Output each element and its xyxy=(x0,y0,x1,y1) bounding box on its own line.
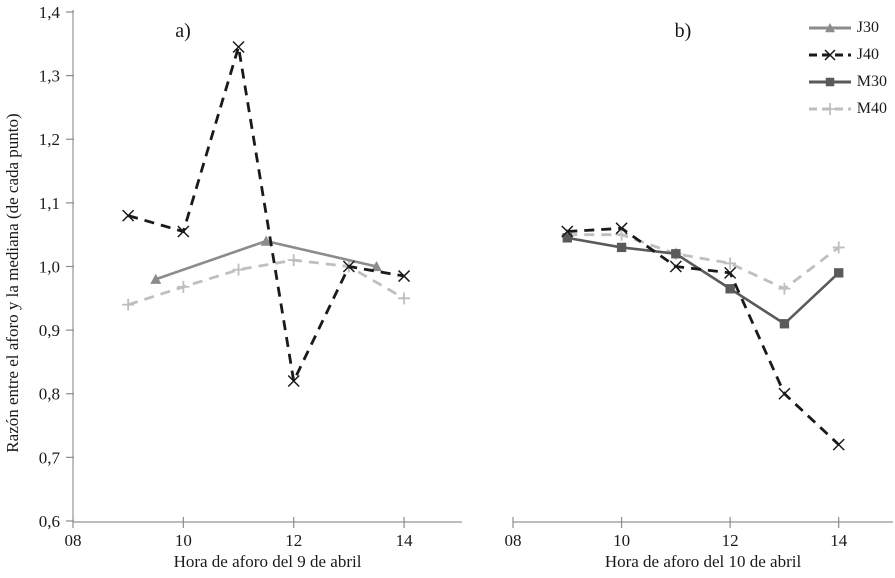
series-M40-marker xyxy=(122,298,135,311)
series-J40-marker xyxy=(724,266,737,279)
tick-label: 12 xyxy=(722,531,739,550)
series-M30-marker xyxy=(834,268,844,278)
series-M30-marker xyxy=(616,242,627,253)
legend-label: J40 xyxy=(856,46,879,63)
legend-item-M40: M40 xyxy=(808,99,887,118)
legend-marker-plus xyxy=(823,102,836,115)
legend-item-J30: J30 xyxy=(808,18,887,37)
series-J40-line xyxy=(567,226,840,446)
series-J40-marker xyxy=(122,209,135,222)
legend-marker-x xyxy=(824,48,836,61)
tick-label: 1,1 xyxy=(39,194,60,213)
series-J40-marker xyxy=(398,270,411,283)
series-M40-marker xyxy=(778,282,791,295)
series-M40-line xyxy=(567,233,840,291)
legend-swatch-J40 xyxy=(808,48,851,61)
series-J40-marker xyxy=(778,387,791,400)
legend: J30 J40 M30 M40 xyxy=(808,18,887,118)
series-M40-line xyxy=(127,258,405,307)
tick-label: 14 xyxy=(830,531,848,550)
legend-label: M30 xyxy=(856,73,887,90)
series-M40-marker xyxy=(832,241,845,254)
series-J40-marker xyxy=(232,40,245,54)
y-axis-title: Razón entre el aforo y la mediana (de ca… xyxy=(3,113,22,453)
tick-label: 1,0 xyxy=(39,257,60,276)
tick-label: 10 xyxy=(175,531,192,550)
series-M30-marker xyxy=(725,284,735,294)
legend-label: J30 xyxy=(856,19,879,36)
series-M30-line xyxy=(567,236,840,326)
series-J30-marker xyxy=(260,235,272,246)
series-J40-marker xyxy=(669,260,682,273)
series-M40-marker xyxy=(287,254,300,267)
legend-swatch-J30 xyxy=(808,22,851,32)
x-axis-title-panel-b: Hora de aforo del 10 de abril xyxy=(604,552,802,571)
tick-label: 08 xyxy=(65,531,82,550)
series-J30-marker xyxy=(370,261,382,272)
legend-marker-triangle xyxy=(824,22,835,32)
legend-item-M30: M30 xyxy=(808,72,887,91)
tick-label: 0,6 xyxy=(39,512,60,531)
series-J40-marker xyxy=(287,374,300,388)
legend-item-J40: J40 xyxy=(808,45,887,64)
legend-swatch-M30 xyxy=(808,77,851,86)
series-J40-marker xyxy=(342,260,355,273)
tick-label: 0,7 xyxy=(39,448,61,467)
series-M30-marker xyxy=(671,249,681,259)
tick-label: 1,3 xyxy=(39,67,60,86)
series-M40-marker xyxy=(724,257,737,270)
series-M30-marker xyxy=(779,319,790,329)
series-J30-line xyxy=(155,239,377,281)
series-M40-marker xyxy=(232,263,245,276)
series-J40-marker xyxy=(177,225,190,238)
panel-b-label: b) xyxy=(674,20,692,42)
series-M40-marker xyxy=(615,228,628,241)
series-M30-marker xyxy=(562,233,572,243)
series-M40-marker xyxy=(398,292,411,305)
panel-a-label: a) xyxy=(175,20,191,42)
panel-b: 08 10 12 14 xyxy=(505,222,893,550)
tick-label: 1,4 xyxy=(39,3,61,22)
x-axis-title-panel-a: Hora de aforo del 9 de abril xyxy=(173,552,362,571)
series-J40-marker xyxy=(561,225,574,238)
tick-label: 08 xyxy=(505,531,522,550)
tick-label: 14 xyxy=(396,531,414,550)
series-J30-marker xyxy=(150,273,162,284)
series-J40-line xyxy=(127,46,405,386)
legend-swatch-M40 xyxy=(808,102,851,115)
legend-marker-square xyxy=(825,77,835,86)
tick-label: 1,2 xyxy=(39,130,60,149)
series-M40-marker xyxy=(177,280,190,293)
series-J40-marker xyxy=(832,438,845,451)
panel-a: 08 10 12 14 0,6 0,7 0,8 0,9 1,0 1,1 1,2 1,3 1,4 xyxy=(39,3,462,550)
series-J40-marker xyxy=(615,222,628,235)
tick-label: 0,8 xyxy=(39,385,60,404)
legend-label: M40 xyxy=(856,100,887,117)
tick-label: 10 xyxy=(613,531,630,550)
tick-label: 0,9 xyxy=(39,321,60,340)
tick-label: 12 xyxy=(285,531,302,550)
